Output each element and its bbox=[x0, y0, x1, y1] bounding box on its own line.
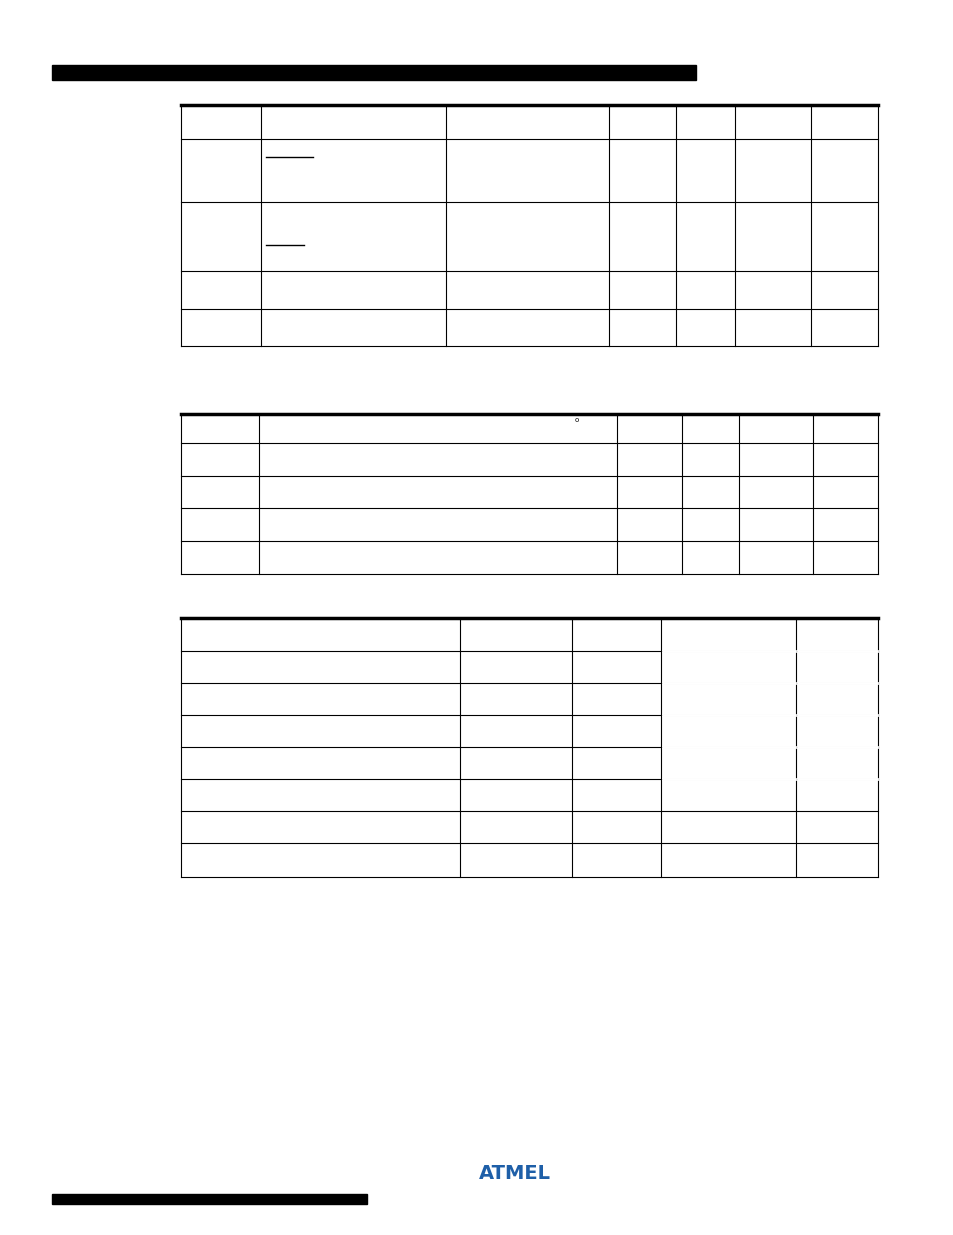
Text: o: o bbox=[575, 417, 578, 422]
Bar bbox=[52, 65, 696, 80]
Text: ATMEL: ATMEL bbox=[478, 1163, 551, 1183]
Bar bbox=[52, 1194, 367, 1204]
